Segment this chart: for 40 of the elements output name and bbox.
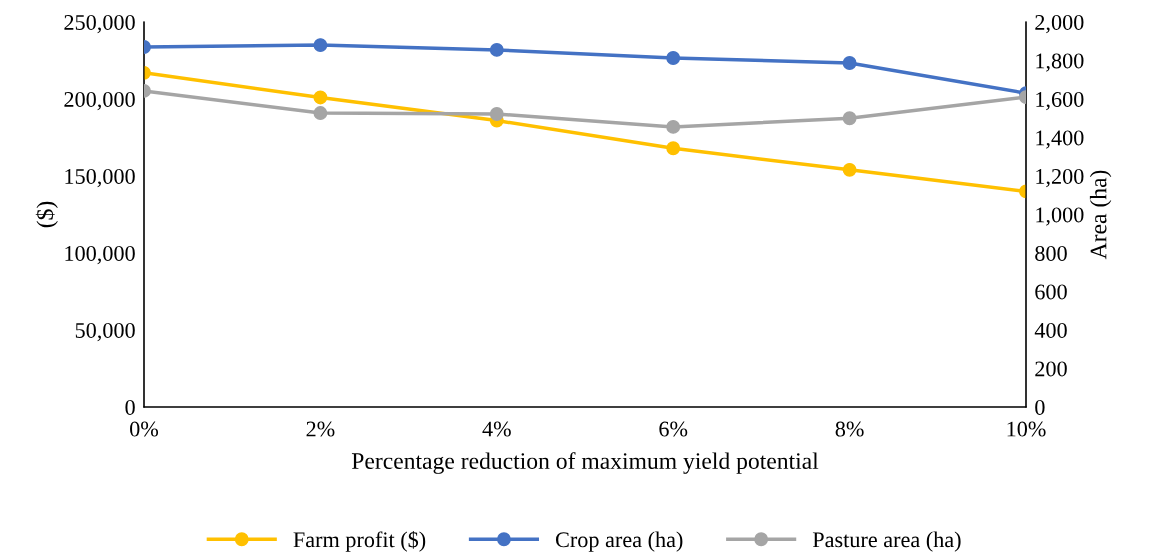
x-tick-label: 8% xyxy=(835,421,864,437)
y-tick-label: 0 xyxy=(125,399,135,415)
point xyxy=(842,56,857,70)
point xyxy=(666,119,681,134)
y-tick-label: 200,000 xyxy=(64,91,135,111)
y2-tick-label: 0 xyxy=(1035,399,1045,415)
y-axis-title: ($) xyxy=(35,201,58,228)
y2-tick-label: 600 xyxy=(1035,284,1067,300)
y-tick-label: 150,000 xyxy=(65,168,135,188)
point xyxy=(313,90,328,105)
y2-tick-label: 2,000 xyxy=(1035,14,1084,34)
point xyxy=(842,162,857,177)
y2-tick-label: 1,800 xyxy=(1036,53,1084,72)
point xyxy=(666,51,681,65)
y2-tick-label: 800 xyxy=(1035,245,1067,261)
y2-tick-label: 1,600 xyxy=(1036,91,1084,111)
y2-tick-label: 1,400 xyxy=(1036,130,1084,149)
point xyxy=(666,141,681,156)
x-tick-label: 10% xyxy=(1007,421,1046,437)
x-tick-label: 0% xyxy=(130,421,159,437)
y2-tick-label: 400 xyxy=(1034,322,1067,338)
legend-label: Farm profit ($) xyxy=(293,530,426,552)
y2-tick-label: 1,000 xyxy=(1036,207,1084,226)
point xyxy=(842,111,857,126)
y-tick-label: 100,000 xyxy=(65,245,135,265)
legend-label: Crop area (ha) xyxy=(555,531,683,552)
point xyxy=(489,42,504,57)
x-axis-title: Percentage reduction of maximum yield potential xyxy=(351,452,819,474)
y2-tick-label: 1,200 xyxy=(1036,168,1084,188)
x-tick-label: 2% xyxy=(306,421,335,437)
y-tick-label: 250,000 xyxy=(64,14,135,34)
point xyxy=(313,38,328,53)
y2-tick-label: 200 xyxy=(1035,361,1067,377)
y-tick-label: 50,000 xyxy=(75,322,135,342)
legend-label: Pasture area (ha) xyxy=(812,531,961,552)
y2-axis-title: Area (ha) xyxy=(1089,170,1112,260)
point xyxy=(313,106,328,120)
point xyxy=(489,107,504,121)
x-tick-label: 6% xyxy=(659,421,688,437)
x-tick-label: 4% xyxy=(482,421,511,437)
